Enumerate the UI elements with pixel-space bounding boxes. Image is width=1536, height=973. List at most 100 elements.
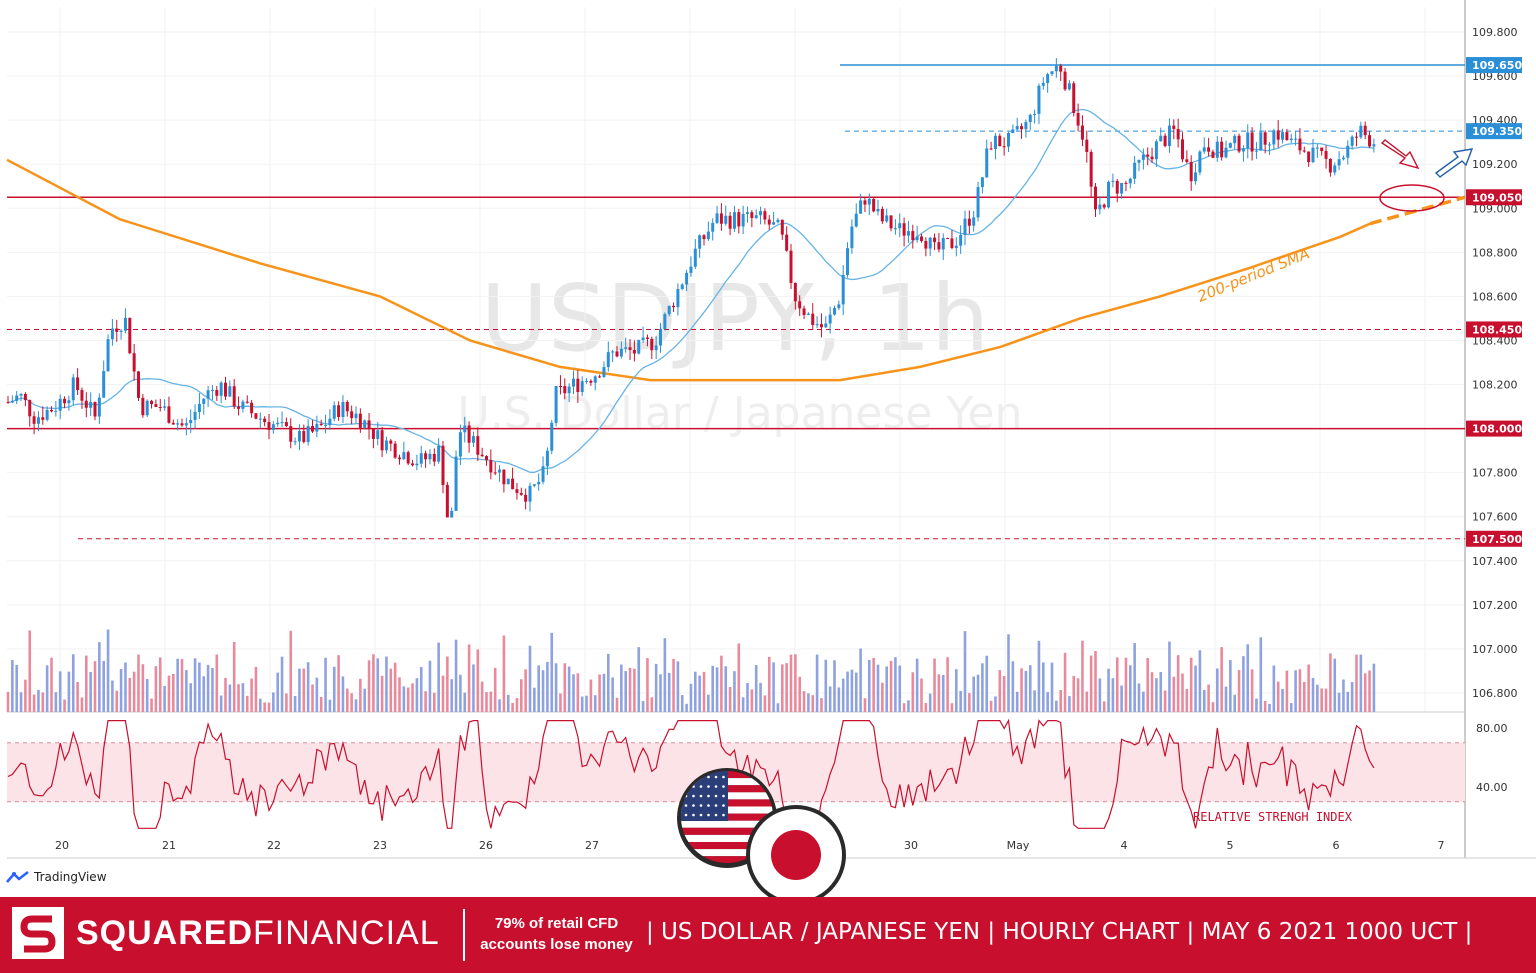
volume-bar (1207, 684, 1210, 712)
candle-body (1111, 180, 1115, 182)
us-flag-star (692, 794, 695, 798)
candle-body (1285, 132, 1289, 141)
candle-body (954, 245, 958, 249)
candle-body (480, 454, 484, 457)
volume-bar (733, 671, 736, 712)
volume-bar (389, 668, 393, 712)
candle-body (1211, 151, 1215, 158)
price-tick-label: 109.600 (1472, 70, 1518, 83)
volume-bar (1181, 673, 1184, 712)
volume-bar (563, 663, 567, 712)
candle-body (1128, 178, 1132, 184)
volume-bar (1346, 691, 1350, 712)
level-price-label: 109.050 (1472, 191, 1522, 204)
candle-body (245, 401, 249, 403)
volume-bar (189, 683, 192, 712)
volume-bars (6, 629, 1376, 712)
date-tick-label: 30 (904, 839, 918, 852)
volume-bar (289, 630, 293, 712)
volume-bar (433, 692, 436, 712)
candle-body (1281, 132, 1285, 140)
volume-bar (1068, 696, 1071, 712)
candle-body (89, 401, 93, 408)
candle-body (76, 377, 80, 391)
volume-bar (28, 630, 32, 712)
volume-bar (228, 684, 232, 712)
candle-body (280, 422, 284, 424)
volume-bar (1259, 637, 1263, 712)
candle-body (1194, 172, 1198, 182)
volume-bar (1033, 690, 1036, 712)
volume-bar (1211, 702, 1215, 712)
level-price-label: 109.350 (1472, 125, 1522, 138)
volume-bar (750, 689, 754, 712)
candle-body (1272, 130, 1276, 145)
volume-bar (620, 664, 623, 712)
volume-bar (524, 669, 527, 712)
candle-body (358, 413, 362, 428)
candle-body (1263, 132, 1267, 145)
us-flag-icon (677, 768, 777, 868)
candle-body (602, 367, 606, 377)
volume-bar (528, 645, 532, 712)
volume-bar (1150, 672, 1154, 712)
volume-bar (302, 668, 306, 712)
date-tick-label: 20 (55, 839, 69, 852)
candle-body (850, 226, 854, 249)
level-price-tag (1466, 123, 1522, 140)
volume-bar (846, 671, 849, 712)
price-tick-label: 106.800 (1472, 687, 1518, 700)
volume-bar (715, 667, 719, 712)
candle-body (637, 339, 641, 354)
price-tick-label: 108.400 (1472, 334, 1518, 347)
volume-bar (163, 686, 166, 712)
volume-bar (589, 679, 593, 712)
volume-bar (367, 660, 371, 712)
volume-bar (1281, 688, 1284, 712)
candle-body (650, 338, 654, 351)
volume-bar (89, 671, 92, 712)
candle-body (558, 386, 562, 388)
volume-bar (572, 674, 575, 712)
volume-bar (1268, 703, 1271, 712)
candle-body (537, 481, 541, 485)
candle-body (1355, 136, 1358, 138)
volume-bar (928, 693, 932, 712)
candle-body (137, 371, 140, 398)
candle-body (772, 222, 776, 225)
candle-body (1007, 132, 1010, 147)
candle-body (1102, 204, 1106, 208)
volume-bar (1189, 657, 1193, 712)
volume-bar (824, 659, 828, 712)
candle-body (1028, 114, 1032, 123)
tradingview-logo: TradingView (6, 870, 107, 884)
sma-200-projection (1369, 195, 1466, 226)
us-flag-star (707, 804, 710, 807)
candle-body (471, 436, 475, 443)
candle-body (345, 401, 349, 412)
volume-bar (1289, 703, 1293, 712)
volume-bar (946, 657, 949, 712)
volume-bar (1089, 655, 1093, 712)
candle-body (1141, 154, 1145, 160)
volume-bar (1255, 698, 1258, 712)
candle-body (515, 489, 519, 493)
candle-body (1207, 147, 1211, 152)
volume-bar (941, 674, 945, 712)
volume-bar (1202, 689, 1206, 712)
candle-body (728, 215, 732, 229)
candle-body (672, 305, 676, 308)
volume-bar (119, 669, 123, 712)
volume-bar (441, 675, 445, 712)
volume-bar (350, 693, 353, 712)
volume-bar (976, 674, 980, 712)
volume-bar (363, 688, 366, 712)
candle-body (202, 398, 206, 404)
risk-warning-line2: accounts lose money (480, 936, 633, 953)
candle-body (550, 422, 554, 451)
volume-bar (454, 639, 458, 712)
volume-bar (550, 632, 554, 712)
us-flag-star (684, 813, 688, 817)
volume-bar (933, 658, 936, 712)
candle-body (1011, 129, 1015, 133)
